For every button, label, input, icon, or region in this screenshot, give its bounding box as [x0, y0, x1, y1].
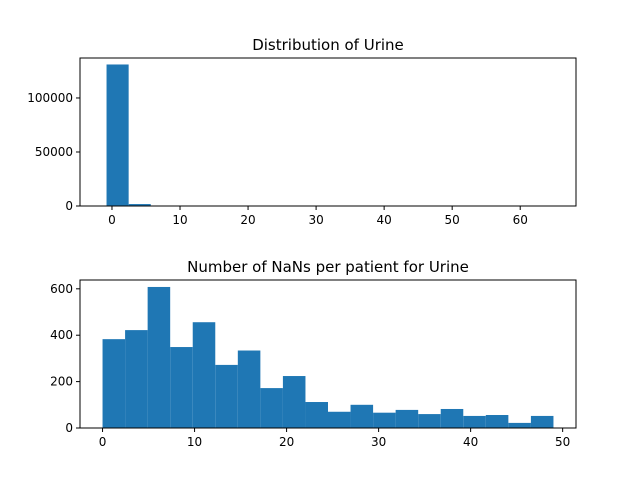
histogram-bar [530, 415, 554, 428]
y-tick-label: 0 [65, 421, 73, 435]
histogram-bar [260, 388, 283, 428]
x-tick-label: 10 [187, 435, 202, 449]
histogram-bar [128, 204, 151, 206]
x-tick-label: 50 [555, 435, 570, 449]
y-tick-label: 200 [50, 375, 73, 389]
urine-distribution-histogram: 0 10 20 30 40 50 60 0 50000 100000 Distribution of… [27, 36, 577, 227]
axes-frame [79, 57, 577, 207]
chart-title: Number of NaNs per patient for Urine [187, 258, 469, 276]
x-tick-label: 50 [445, 213, 460, 227]
histogram-bar [440, 408, 464, 428]
histogram-bar [170, 347, 193, 428]
x-tick-label: 30 [371, 435, 386, 449]
x-tick-label: 10 [172, 213, 187, 227]
x-tick-label: 20 [240, 213, 255, 227]
histogram-bar [125, 330, 148, 428]
chart-title: Distribution of Urine [252, 36, 404, 54]
y-tick-label: 400 [50, 328, 73, 342]
histogram-bar [282, 376, 306, 428]
nans-per-patient-histogram: 0 10 20 30 40 50 0 200 400 600 Number of NaNs per … [50, 258, 577, 449]
histogram-bar [418, 414, 441, 428]
histogram-bar [395, 409, 419, 428]
histogram-bar [350, 404, 374, 428]
y-tick-label: 0 [65, 199, 73, 213]
histogram-bar [102, 339, 126, 428]
x-tick-label: 0 [108, 213, 116, 227]
histogram-bar [215, 364, 238, 428]
histogram-bar [192, 322, 216, 428]
y-tick-label: 50000 [35, 145, 73, 159]
histogram-bar [305, 402, 328, 428]
histogram-bar [373, 412, 396, 428]
x-tick-label: 30 [308, 213, 323, 227]
x-tick-label: 40 [463, 435, 478, 449]
histogram-bar [106, 64, 129, 206]
y-tick-label: 100000 [27, 91, 73, 105]
x-tick-label: 20 [279, 435, 294, 449]
x-tick-label: 60 [513, 213, 528, 227]
histogram-bar [328, 411, 351, 428]
histogram-bar [147, 286, 171, 428]
histogram-bar [237, 350, 261, 428]
axes-frame [79, 279, 577, 429]
histogram-bar [508, 422, 531, 428]
histogram-bar [463, 415, 486, 428]
y-tick-label: 600 [50, 282, 73, 296]
x-tick-label: 40 [376, 213, 391, 227]
histogram-bar [485, 415, 509, 428]
x-tick-label: 0 [99, 435, 107, 449]
